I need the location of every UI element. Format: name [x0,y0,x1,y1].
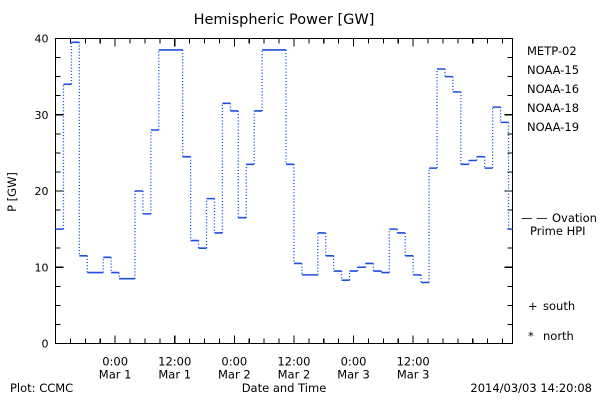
x-tick-date-label: Mar 1 [158,368,191,382]
y-tick-label: 40 [35,33,49,46]
series-connectors [62,42,510,283]
page-title: Hemispheric Power [GW] [194,12,375,28]
x-tick-time-label: 0:00 [221,355,247,369]
footer-plot-source: Plot: CCMC [10,381,73,395]
y-axis-title: P [GW] [5,172,19,212]
y-tick-label: 10 [35,261,49,274]
x-tick-date-label: Mar 3 [337,368,370,382]
footer-timestamp: 2014/03/03 14:20:08 [470,381,592,395]
legend-item-ovation-line2[interactable]: Prime HPI [530,224,586,238]
x-tick-date-label: Mar 2 [218,368,251,382]
legend-item-north: north [543,329,574,343]
ovation-dash-icon: — — [521,211,548,225]
x-tick-date-label: Mar 1 [99,368,132,382]
legend-item-noaa-19[interactable]: NOAA-19 [527,120,579,134]
x-tick-time-label: 0:00 [341,355,367,369]
x-tick-time-label: 12:00 [397,355,430,369]
south-marker-icon: + [528,299,538,313]
series-0 [55,41,513,284]
axis-frame [54,37,514,345]
y-tick-label: 20 [35,185,49,198]
x-tick-time-label: 0:00 [102,355,128,369]
legend-item-ovation-line1[interactable]: Ovation [552,211,597,225]
y-tick-label: 30 [35,109,49,122]
x-tick-time-label: 12:00 [158,355,191,369]
series-steps [55,41,513,284]
x-tick-date-label: Mar 2 [278,368,311,382]
north-marker-icon: * [528,329,534,343]
legend-item-noaa-18[interactable]: NOAA-18 [527,101,579,115]
x-tick-time-label: 12:00 [277,355,310,369]
legend-item-metp-02[interactable]: METP-02 [527,44,577,58]
legend-item-south: south [543,299,575,313]
x-tick-date-label: Mar 3 [397,368,430,382]
legend-item-noaa-15[interactable]: NOAA-15 [527,63,579,77]
x-axis-title: Date and Time [242,381,327,395]
y-tick-label: 0 [42,338,49,351]
legend-item-noaa-16[interactable]: NOAA-16 [527,82,579,96]
